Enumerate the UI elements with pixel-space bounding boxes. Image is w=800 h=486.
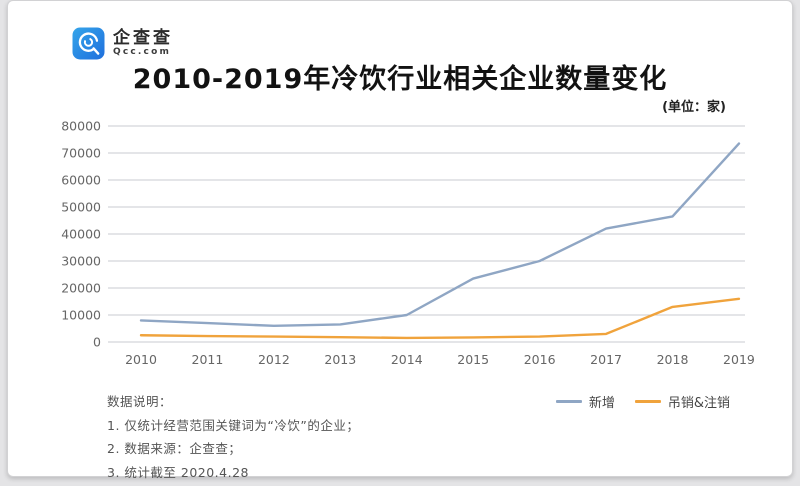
y-tick-label: 30000 <box>61 254 101 269</box>
y-tick-label: 80000 <box>61 119 101 134</box>
x-tick-label: 2012 <box>258 352 290 367</box>
chart-card: 企查查 Qcc.com 2010-2019年冷饮行业相关企业数量变化 (单位：家… <box>7 0 793 480</box>
chart-plot: 0 10000 20000 30000 40000 50000 60000 70000 8000… <box>61 119 755 368</box>
series-line-新增 <box>139 142 741 328</box>
x-tick-label: 2015 <box>457 352 489 367</box>
footnotes-heading: 数据说明： <box>107 394 173 409</box>
x-tick-label: 2014 <box>391 352 423 367</box>
y-tick-label: 40000 <box>61 227 101 242</box>
footnote-line: 3. 统计截至 2020.4.28 <box>107 464 249 480</box>
unit-label: (单位：家) <box>662 100 726 115</box>
y-tick-label: 20000 <box>61 281 101 296</box>
legend-item-吊销&注销: 吊销&注销 <box>634 392 730 411</box>
x-tick-label: 2018 <box>657 352 689 367</box>
y-tick-label: 60000 <box>61 173 101 188</box>
y-tick-label: 10000 <box>61 308 101 323</box>
footnote-line: 2. 数据来源：企查查； <box>107 441 242 456</box>
y-tick-label: 50000 <box>61 200 101 215</box>
x-tick-label: 2010 <box>125 352 157 367</box>
x-tick-label: 2016 <box>524 352 556 367</box>
footnote-line: 1. 仅统计经营范围关键词为“冷饮”的企业； <box>107 417 360 433</box>
legend-label: 新增 <box>588 396 615 411</box>
x-tick-label: 2013 <box>324 352 356 367</box>
y-tick-label: 0 <box>93 335 101 350</box>
x-tick-label: 2011 <box>192 352 224 367</box>
qcc-logo: 企查查 Qcc.com <box>72 27 173 60</box>
legend-label: 吊销&注销 <box>667 396 730 411</box>
legend-swatch <box>555 400 582 403</box>
legend-item-新增: 新增 <box>555 392 615 411</box>
chart-title: 2010-2019年冷饮行业相关企业数量变化 <box>132 64 668 95</box>
x-tick-label: 2017 <box>590 352 622 367</box>
x-tick-label: 2019 <box>723 352 755 367</box>
legend-swatch <box>634 400 661 403</box>
qcc-logo-text: 企查查 Qcc.com <box>113 29 173 58</box>
qcc-logo-icon <box>72 27 105 60</box>
y-tick-label: 70000 <box>61 146 101 161</box>
series-line-吊销&注销 <box>139 297 741 340</box>
brand-name: 企查查 <box>113 27 173 48</box>
brand-domain: Qcc.com <box>113 47 172 58</box>
footnotes: 数据说明： 1. 仅统计经营范围关键词为“冷饮”的企业； 2. 数据来源：企查查… <box>107 390 359 484</box>
chart-legend: 新增 吊销&注销 <box>555 392 730 411</box>
